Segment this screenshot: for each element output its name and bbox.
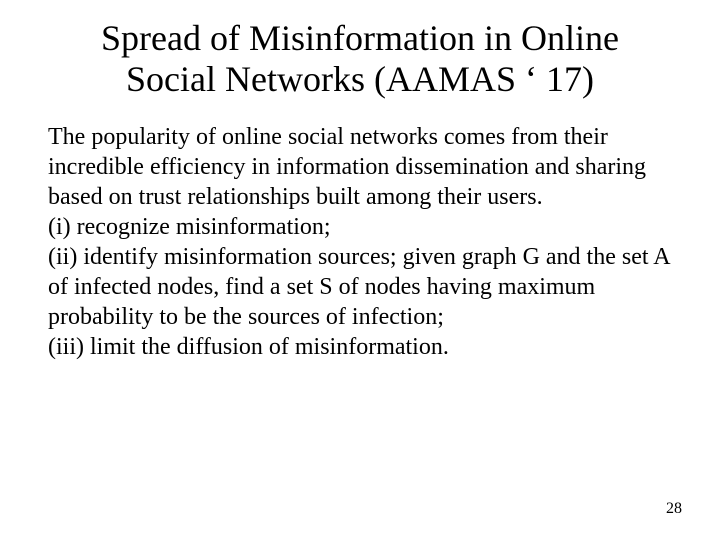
body-item-1: (i) recognize misinformation;: [48, 212, 678, 242]
page-number: 28: [666, 500, 682, 518]
slide-body: The popularity of online social networks…: [48, 122, 678, 362]
title-line-2: Social Networks (AAMAS ‘ 17): [0, 59, 720, 100]
slide-title: Spread of Misinformation in Online Socia…: [0, 18, 720, 101]
body-item-3: (iii) limit the diffusion of misinformat…: [48, 332, 678, 362]
body-item-2: (ii) identify misinformation sources; gi…: [48, 242, 678, 332]
body-intro: The popularity of online social networks…: [48, 122, 678, 212]
title-line-1: Spread of Misinformation in Online: [0, 18, 720, 59]
slide: Spread of Misinformation in Online Socia…: [0, 0, 720, 540]
